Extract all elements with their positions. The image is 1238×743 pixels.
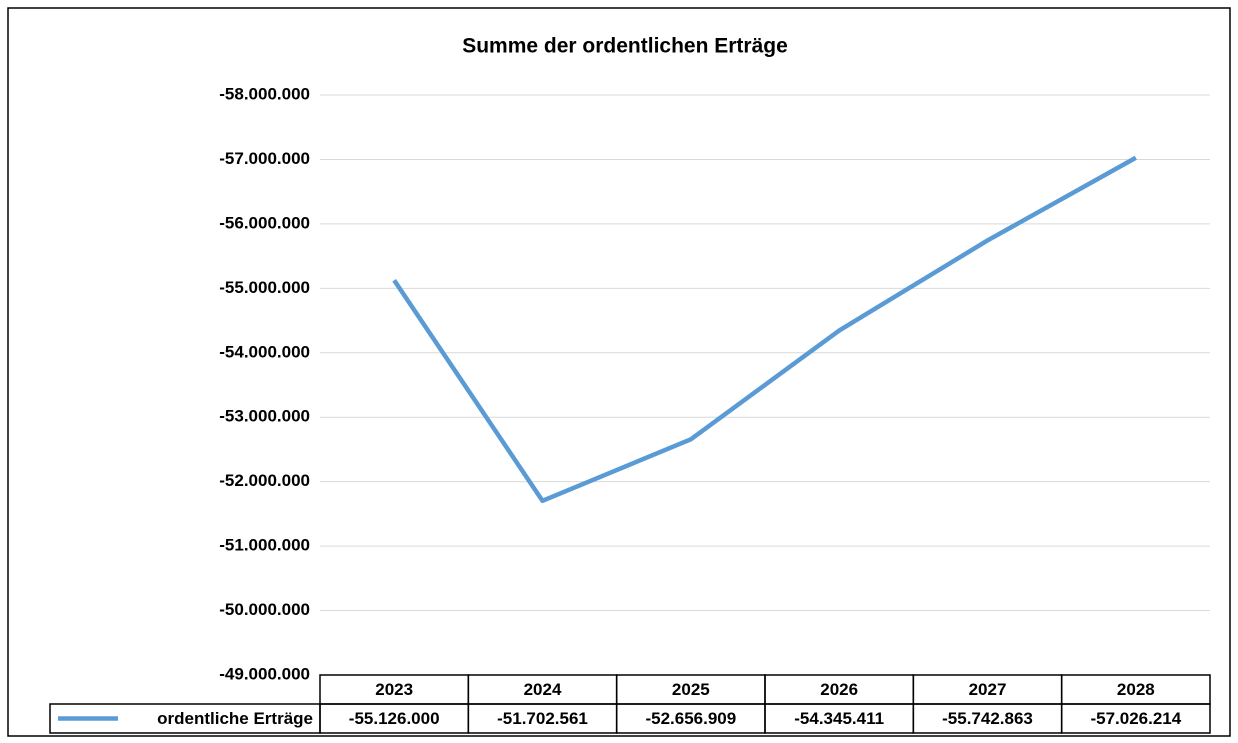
x-tick-label: 2026: [820, 680, 858, 699]
y-tick-label: -49.000.000: [219, 664, 310, 683]
table-cell: [1060, 674, 1211, 705]
value-label: -52.656.909: [645, 709, 736, 728]
y-tick-label: -50.000.000: [219, 600, 310, 619]
value-label: -55.126.000: [349, 709, 440, 728]
y-tick-label: -52.000.000: [219, 471, 310, 490]
x-tick-label: 2027: [969, 680, 1007, 699]
series-line: [392, 155, 1137, 504]
x-tick-label: 2025: [672, 680, 710, 699]
value-label: -54.345.411: [794, 709, 884, 728]
chart-title: Summe der ordentlichen Erträge: [462, 35, 788, 58]
y-tick-label: -51.000.000: [219, 536, 310, 555]
y-tick-label: -55.000.000: [219, 278, 310, 297]
value-label: -51.702.561: [497, 709, 588, 728]
y-tick-label: -57.000.000: [219, 149, 310, 168]
x-tick-label: 2028: [1117, 680, 1155, 699]
legend-label: ordentliche Erträge: [157, 709, 313, 728]
y-tick-label: -53.000.000: [219, 407, 310, 426]
y-tick-label: -54.000.000: [219, 342, 310, 361]
chart-border: [7, 7, 1231, 737]
value-label: -55.742.863: [942, 709, 1033, 728]
x-tick-label: 2023: [375, 680, 413, 699]
y-tick-label: -58.000.000: [219, 84, 310, 103]
y-tick-label: -56.000.000: [219, 213, 310, 232]
x-tick-label: 2024: [524, 680, 562, 699]
value-label: -57.026.214: [1090, 709, 1181, 728]
